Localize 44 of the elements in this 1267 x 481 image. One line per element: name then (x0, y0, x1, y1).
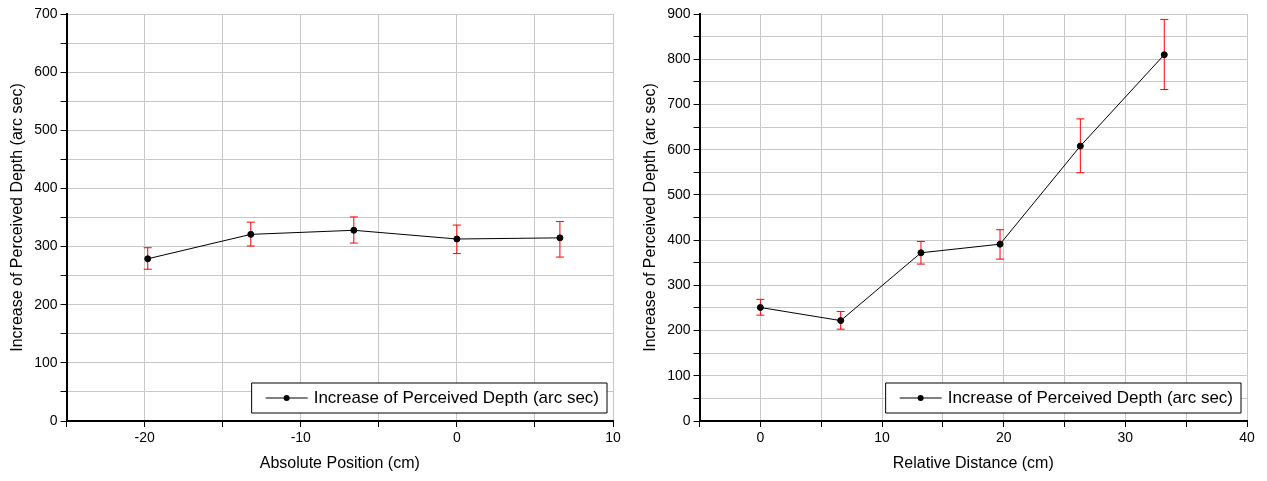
x-tick-label: 0 (452, 429, 461, 446)
y-tick-label: 700 (667, 95, 691, 112)
y-tick-label: 400 (667, 230, 691, 247)
point (144, 255, 152, 263)
point (453, 235, 461, 243)
point (917, 249, 925, 257)
y-tick-label: 100 (34, 353, 58, 370)
point (756, 303, 764, 311)
x-axis-title: Relative Distance (cm) (892, 453, 1054, 471)
y-tick-label: 800 (667, 50, 691, 67)
y-tick-label: 500 (667, 185, 691, 202)
point (350, 226, 358, 234)
y-tick-label: 0 (682, 411, 691, 428)
y-axis-title: Increase of Perceived Depth (arc sec) (641, 83, 659, 352)
y-tick-label: 900 (667, 4, 691, 21)
point (996, 240, 1004, 248)
y-tick-label: 500 (34, 121, 58, 138)
x-axis-title: Absolute Position (cm) (259, 453, 420, 471)
point (837, 317, 845, 325)
legend-label: Increase of Perceived Depth (arc sec) (947, 387, 1234, 407)
x-tick-label: 10 (874, 429, 891, 446)
x-tick-label: 10 (605, 429, 621, 446)
x-tick-label: -10 (290, 429, 312, 446)
y-tick-label: 600 (34, 63, 58, 79)
y-tick-label: 600 (667, 140, 691, 157)
x-tick-label: 30 (1117, 429, 1134, 446)
point (1160, 51, 1168, 59)
point (247, 230, 255, 238)
y-tick-label: 0 (49, 411, 58, 428)
point (556, 234, 564, 242)
x-tick-label: -20 (134, 429, 155, 446)
y-tick-label: 700 (34, 4, 58, 21)
x-tick-label: 0 (756, 429, 765, 446)
y-tick-label: 200 (34, 295, 58, 312)
y-tick-label: 100 (667, 366, 691, 383)
x-tick-label: 20 (995, 429, 1012, 446)
x-tick-label: 40 (1239, 429, 1255, 446)
y-tick-label: 300 (667, 276, 691, 293)
legend-label: Increase of Perceived Depth (arc sec) (313, 387, 600, 407)
point (1076, 142, 1084, 150)
y-tick-label: 300 (34, 237, 58, 254)
y-tick-label: 400 (34, 179, 58, 196)
y-tick-label: 200 (667, 321, 691, 338)
y-axis-title: Increase of Perceived Depth (arc sec) (8, 83, 26, 352)
